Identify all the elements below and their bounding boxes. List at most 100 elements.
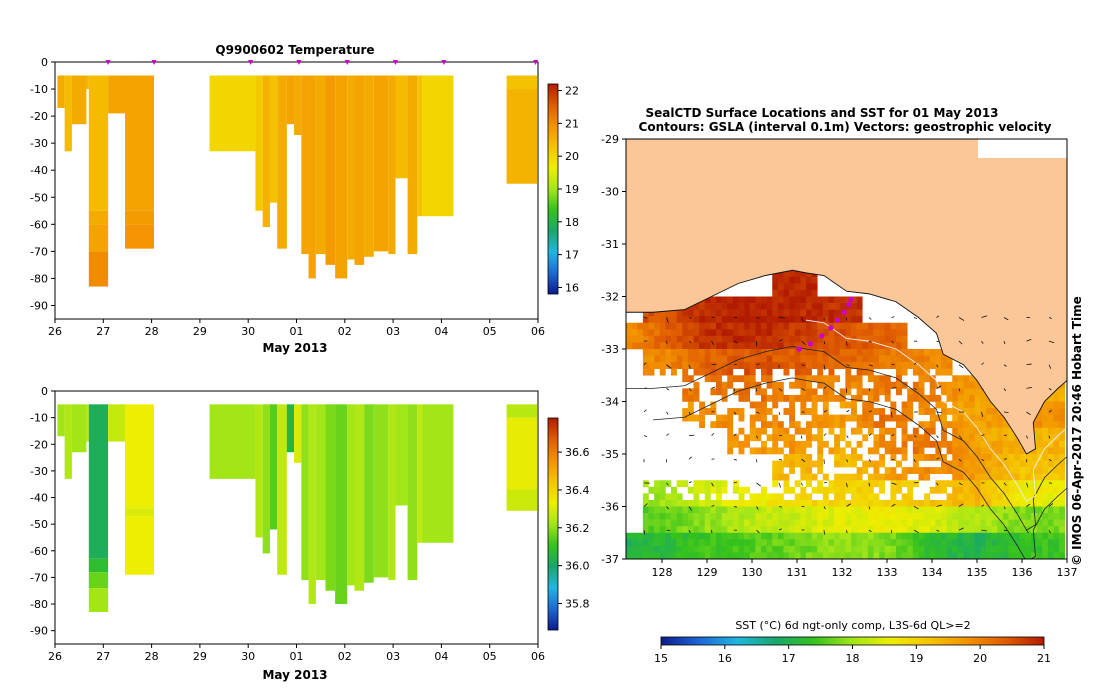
sst-cell (654, 513, 661, 520)
profile-cell (86, 404, 89, 442)
sst-cell (744, 434, 751, 442)
sst-cell (845, 342, 852, 350)
sst-cell (862, 335, 869, 343)
sst-cell (783, 335, 790, 343)
sst-cell (676, 335, 683, 343)
sst-cell (671, 552, 677, 559)
sst-cell (1031, 513, 1037, 520)
velocity-vector (778, 458, 782, 461)
sst-cell (941, 506, 947, 514)
sst-cell (828, 414, 835, 422)
velocity-vector (981, 362, 985, 366)
sst-cell (1036, 545, 1043, 553)
sst-cell (699, 342, 706, 350)
sst-cell (834, 493, 841, 501)
sst-cell (755, 506, 762, 514)
sst-cell (811, 375, 818, 383)
sst-cell (834, 303, 841, 310)
sst-cell (800, 276, 807, 284)
sst-cell (766, 329, 773, 337)
sst-cell (817, 519, 824, 527)
velocity-vector (981, 458, 985, 462)
x-tick-label: 01 (290, 650, 304, 663)
colorbar-tick-label: 22 (565, 85, 579, 98)
sst-cell (856, 519, 863, 527)
sst-cell (1036, 460, 1043, 468)
sst-cell (676, 532, 683, 540)
sst-cell (974, 447, 981, 455)
temperature-x-axis: 26 27 28 29 30 01 02 03 04 05 06 (48, 319, 545, 338)
sst-cell (648, 532, 655, 540)
sst-cell (817, 513, 824, 520)
sst-cell (642, 493, 649, 501)
sst-cell (704, 349, 711, 356)
sst-cell (873, 408, 880, 415)
sst-cell (777, 303, 784, 310)
sst-cell (777, 309, 784, 317)
profile-markers (105, 60, 539, 65)
seal-location (834, 317, 841, 323)
sst-cell (789, 381, 796, 389)
sst-cell (952, 434, 959, 442)
sst-cell (839, 499, 846, 507)
sst-cell (1042, 427, 1049, 435)
sst-cell (873, 467, 880, 474)
sst-cell (890, 408, 897, 415)
sst-cell (1002, 467, 1009, 474)
sst-colorbar-tick-label: 16 (718, 652, 732, 665)
sst-cell (772, 388, 779, 396)
sst-cell (969, 519, 976, 527)
sst-cell (896, 526, 902, 534)
sst-cell (744, 394, 751, 402)
sst-cell (676, 322, 683, 330)
profile-cell (64, 75, 72, 152)
sst-cell (783, 394, 790, 402)
sst-cell (817, 447, 824, 455)
sst-cell (856, 552, 863, 559)
sst-cell (1002, 545, 1009, 553)
sst-cell (1036, 440, 1043, 448)
sst-cell (794, 421, 801, 429)
sst-cell (912, 440, 919, 448)
sst-cell (845, 414, 852, 422)
sst-cell (935, 362, 942, 369)
sst-cell (856, 545, 863, 553)
sst-cell (986, 480, 992, 488)
x-tick-label: 29 (193, 650, 207, 663)
sst-cell (929, 519, 936, 527)
sst-cell (789, 283, 796, 291)
sst-cell (732, 552, 739, 559)
sst-cell (817, 296, 824, 304)
sst-cell (1059, 421, 1066, 429)
sst-cell (800, 552, 807, 559)
sst-cell (1014, 552, 1021, 559)
sst-cell (1008, 519, 1015, 527)
sst-cell (851, 447, 857, 455)
sst-cell (789, 329, 796, 337)
sst-cell (704, 545, 711, 553)
sst-cell (783, 322, 790, 330)
sst-cell (744, 381, 751, 389)
sst-cell (980, 427, 987, 435)
sst-cell (783, 460, 790, 468)
sst-cell (952, 493, 959, 501)
sst-cell (642, 342, 649, 350)
sst-cell (946, 388, 953, 396)
sst-cell (935, 486, 942, 494)
profile-marker (248, 60, 254, 65)
sst-cell (659, 355, 666, 363)
sst-cell (969, 499, 976, 507)
sst-cell (935, 499, 942, 507)
sst-cell (890, 532, 897, 540)
sst-cell (755, 342, 762, 350)
sst-cell (817, 381, 824, 389)
sst-cell (738, 309, 745, 317)
sst-cell (682, 519, 689, 527)
sst-cell (918, 539, 925, 547)
sst-cell (794, 329, 801, 337)
sst-cell (789, 447, 796, 455)
sst-cell (772, 499, 779, 507)
sst-cell (907, 506, 914, 514)
sst-cell (783, 552, 790, 559)
sst-cell (777, 545, 784, 553)
